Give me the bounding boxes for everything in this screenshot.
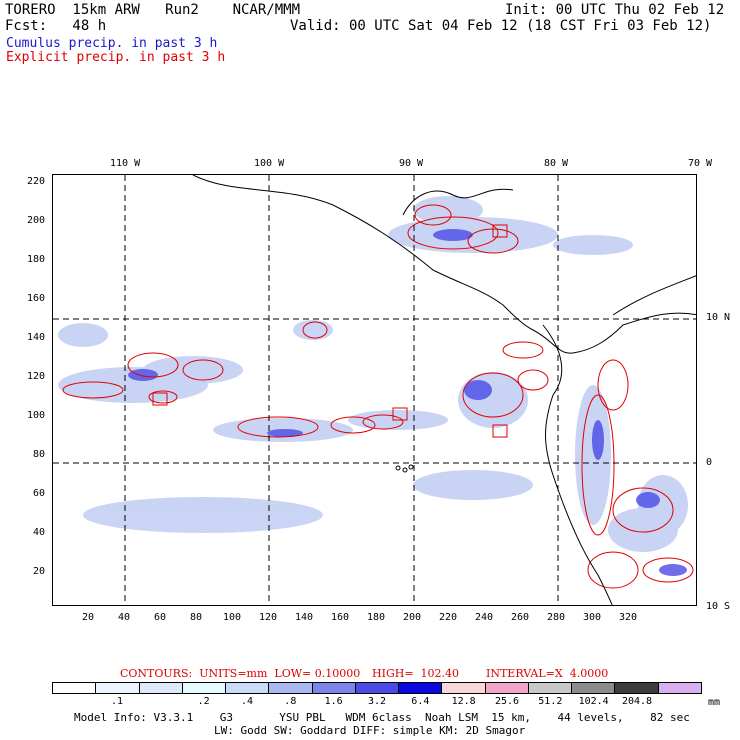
x-tick: 80 — [190, 612, 203, 623]
x-tick: 120 — [259, 612, 278, 623]
x-tick: 100 — [223, 612, 242, 623]
x-tick: 200 — [403, 612, 422, 623]
y-tick: 60 — [33, 488, 46, 499]
forecast-hour: Fcst: 48 h — [5, 18, 107, 34]
y-tick: 220 — [27, 176, 46, 187]
model-info: Model Info: V3.3.1 G3 YSU PBL WDM 6class… — [74, 711, 690, 724]
lon-label-90w: 90 W — [399, 158, 424, 169]
legend-value-label: .1 — [110, 696, 124, 707]
legend-value-label: 102.4 — [578, 696, 609, 707]
legend-value-label: 1.6 — [324, 696, 343, 707]
legend-value-label: .4 — [240, 696, 254, 707]
legend-swatch — [269, 683, 313, 693]
explicit-label: Explicit precip. in past 3 h — [6, 50, 226, 65]
legend-swatch — [442, 683, 486, 693]
x-tick: 40 — [118, 612, 131, 623]
legend-swatch — [53, 683, 97, 693]
lat-lon-grid — [53, 175, 696, 605]
lat-label-10n: 10 N — [706, 312, 731, 323]
legend-swatch — [96, 683, 140, 693]
y-tick: 40 — [33, 527, 46, 538]
legend-swatch — [312, 683, 356, 693]
y-tick: 20 — [33, 566, 46, 577]
legend-swatch — [485, 683, 529, 693]
legend-swatch — [572, 683, 616, 693]
x-tick: 140 — [295, 612, 314, 623]
init-time: Init: 00 UTC Thu 02 Feb 12 — [505, 2, 725, 18]
y-tick: 160 — [27, 293, 46, 304]
lat-label-0: 0 — [706, 457, 713, 468]
y-tick: 180 — [27, 254, 46, 265]
contours-info: CONTOURS: UNITS=mm LOW= 0.10000 — [120, 667, 361, 680]
precip-map — [52, 174, 697, 606]
x-tick: 320 — [619, 612, 638, 623]
legend-swatch — [658, 683, 701, 693]
map-canvas — [53, 175, 696, 605]
legend-value-label: 25.6 — [494, 696, 520, 707]
coastline — [192, 175, 696, 605]
x-tick: 260 — [511, 612, 530, 623]
heavy-precip-cores — [128, 229, 687, 576]
legend-swatch — [355, 683, 400, 693]
cumulus-label: Cumulus precip. in past 3 h — [6, 36, 218, 51]
legend-swatch — [182, 683, 227, 693]
x-tick: 20 — [82, 612, 95, 623]
lon-label-70w: 70 W — [688, 158, 713, 169]
x-tick: 60 — [154, 612, 167, 623]
physics-info: LW: Godd SW: Goddard DIFF: simple KM: 2D… — [214, 724, 526, 737]
y-tick: 140 — [27, 332, 46, 343]
contours-interval: INTERVAL=X 4.0000 — [486, 667, 609, 680]
legend-value-label: 6.4 — [411, 696, 430, 707]
lon-label-100w: 100 W — [254, 158, 285, 169]
legend-swatch — [615, 683, 659, 693]
y-tick: 200 — [27, 215, 46, 226]
lat-label-10s: 10 S — [706, 601, 731, 612]
legend-units: mm — [708, 697, 721, 708]
legend-value-label: 51.2 — [538, 696, 563, 707]
legend-value-label: 3.2 — [367, 696, 387, 707]
legend-value-label: .8 — [284, 696, 297, 707]
legend-swatch — [399, 683, 443, 693]
x-tick: 180 — [367, 612, 386, 623]
y-tick: 100 — [27, 410, 46, 421]
contours-high: HIGH= 102.40 — [372, 667, 460, 680]
x-tick: 300 — [583, 612, 602, 623]
x-tick: 160 — [331, 612, 350, 623]
legend-swatch — [139, 683, 183, 693]
x-tick: 220 — [439, 612, 458, 623]
explicit-precip-contours — [62, 204, 694, 589]
valid-time: Valid: 00 UTC Sat 04 Feb 12 (18 CST Fri … — [290, 18, 712, 34]
y-tick: 120 — [27, 371, 46, 382]
color-legend-bar — [52, 682, 702, 694]
legend-value-label: 12.8 — [451, 696, 476, 707]
lon-label-80w: 80 W — [544, 158, 569, 169]
legend-value-label: .2 — [197, 696, 210, 707]
y-tick: 80 — [33, 449, 46, 460]
legend-swatch — [528, 683, 573, 693]
legend-value-label: 204.8 — [621, 696, 653, 707]
x-tick: 280 — [547, 612, 566, 623]
x-tick: 240 — [475, 612, 494, 623]
lon-label-110w: 110 W — [110, 158, 141, 169]
legend-swatch — [226, 683, 270, 693]
title-line: TORERO 15km ARW Run2 NCAR/MMM — [5, 2, 301, 18]
